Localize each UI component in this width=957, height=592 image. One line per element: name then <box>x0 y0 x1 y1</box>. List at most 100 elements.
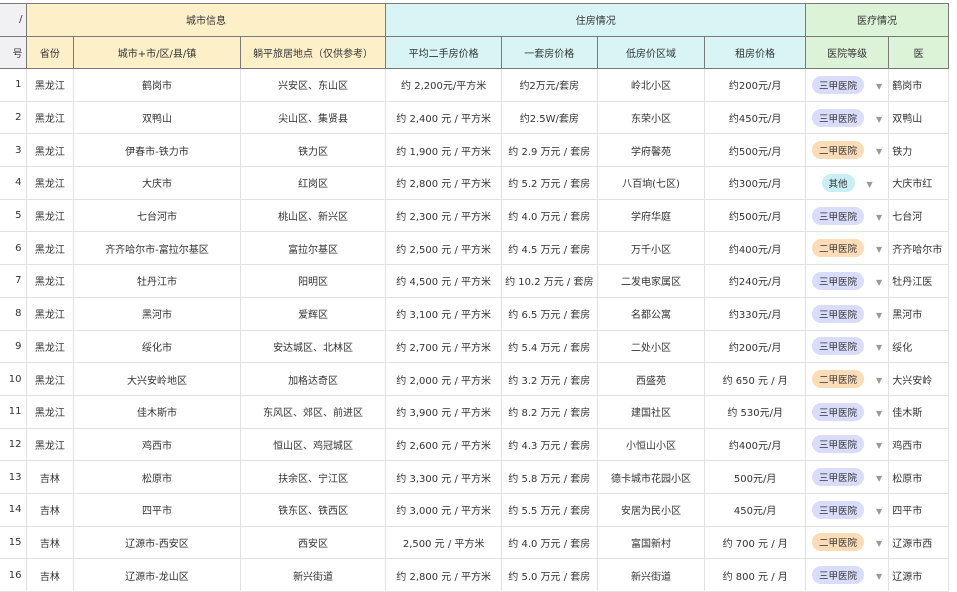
dropdown-arrow-icon[interactable]: ▼ <box>876 147 883 157</box>
dropdown-arrow-icon[interactable]: ▼ <box>876 441 883 451</box>
col-header-avg-price[interactable]: 平均二手房价格 <box>385 35 502 69</box>
dropdown-arrow-icon[interactable]: ▼ <box>876 310 883 320</box>
cell-hospital-level[interactable]: 三甲医院 ▼ <box>804 329 890 364</box>
cell-city[interactable]: 鹤岗市 <box>73 68 241 102</box>
cell-hospital[interactable]: 辽源市西 <box>888 525 949 560</box>
cell-low-price-area[interactable]: 新兴街道 <box>596 558 706 592</box>
cell-location[interactable]: 东风区、郊区、前进区 <box>239 394 387 429</box>
cell-hospital-level[interactable]: 三甲医院 ▼ <box>804 296 890 331</box>
row-index[interactable]: 15 <box>0 525 27 560</box>
cell-low-price-area[interactable]: 建国社区 <box>596 394 706 429</box>
cell-province[interactable]: 黑龙江 <box>25 394 75 429</box>
cell-hospital-level[interactable]: 二甲医院 ▼ <box>804 231 890 266</box>
cell-avg-price[interactable]: 2,500 元 / 平方米 <box>385 525 502 560</box>
row-index[interactable]: 9 <box>0 329 27 364</box>
group-medical[interactable]: 医疗情况 <box>804 3 950 37</box>
cell-city[interactable]: 大兴安岭地区 <box>73 362 241 396</box>
cell-location[interactable]: 桃山区、新兴区 <box>239 198 387 233</box>
cell-location[interactable]: 恒山区、鸡冠城区 <box>239 427 387 462</box>
cell-house-price[interactable]: 约 4.0 万元 / 套房 <box>500 198 598 233</box>
dropdown-arrow-icon[interactable]: ▼ <box>876 376 883 386</box>
cell-avg-price[interactable]: 约 2,300 元 / 平方米 <box>385 198 502 233</box>
cell-hospital-level[interactable]: 二甲医院 ▼ <box>804 362 890 396</box>
row-index[interactable]: 10 <box>0 362 27 396</box>
dropdown-arrow-icon[interactable]: ▼ <box>876 245 883 255</box>
dropdown-arrow-icon[interactable]: ▼ <box>876 539 883 549</box>
cell-hospital-level[interactable]: 三甲医院 ▼ <box>804 558 890 592</box>
cell-hospital-level[interactable]: 三甲医院 ▼ <box>804 427 890 462</box>
cell-avg-price[interactable]: 约 3,900 元 / 平方米 <box>385 394 502 429</box>
cell-city[interactable]: 齐齐哈尔市-富拉尔基区 <box>73 231 241 266</box>
cell-hospital-level[interactable]: 其他 ▼ <box>804 166 890 200</box>
row-index[interactable]: 12 <box>0 427 27 462</box>
cell-low-price-area[interactable]: 西盛苑 <box>596 362 706 396</box>
cell-low-price-area[interactable]: 学府华庭 <box>596 198 706 233</box>
cell-house-price[interactable]: 约 4.3 万元 / 套房 <box>500 427 598 462</box>
row-index[interactable]: 6 <box>0 231 27 266</box>
col-header-location[interactable]: 躺平旅居地点（仅供参考） <box>239 35 387 69</box>
cell-hospital[interactable]: 鹤岗市 <box>888 68 949 102</box>
cell-low-price-area[interactable]: 二处小区 <box>596 329 706 364</box>
cell-house-price[interactable]: 约 5.0 万元 / 套房 <box>500 558 598 592</box>
dropdown-arrow-icon[interactable]: ▼ <box>876 277 883 287</box>
cell-rent[interactable]: 450元/月 <box>704 492 806 527</box>
cell-location[interactable]: 爱辉区 <box>239 296 387 331</box>
cell-city[interactable]: 牡丹江市 <box>73 264 241 298</box>
cell-rent[interactable]: 约500元/月 <box>704 133 806 168</box>
cell-province[interactable]: 黑龙江 <box>25 68 75 102</box>
cell-city[interactable]: 七台河市 <box>73 198 241 233</box>
dropdown-arrow-icon[interactable]: ▼ <box>876 81 883 91</box>
cell-house-price[interactable]: 约 5.2 万元 / 套房 <box>500 166 598 200</box>
cell-hospital[interactable]: 鸡西市 <box>888 427 949 462</box>
col-header-city[interactable]: 城市+市/区/县/镇 <box>73 35 241 69</box>
cell-province[interactable]: 吉林 <box>25 525 75 560</box>
cell-province[interactable]: 吉林 <box>25 460 75 494</box>
col-header-province[interactable]: 省份 <box>25 35 75 69</box>
row-index[interactable]: 3 <box>0 133 27 168</box>
group-city-info[interactable]: 城市信息 <box>25 3 387 37</box>
cell-province[interactable]: 黑龙江 <box>25 166 75 200</box>
cell-house-price[interactable]: 约 2.9 万元 / 套房 <box>500 133 598 168</box>
cell-house-price[interactable]: 约 8.2 万元 / 套房 <box>500 394 598 429</box>
cell-low-price-area[interactable]: 八百垧(七区) <box>596 166 706 200</box>
cell-province[interactable]: 黑龙江 <box>25 362 75 396</box>
dropdown-arrow-icon[interactable]: ▼ <box>866 179 873 189</box>
cell-city[interactable]: 佳木斯市 <box>73 394 241 429</box>
row-index[interactable]: 16 <box>0 558 27 592</box>
cell-rent[interactable]: 约 530元/月 <box>704 394 806 429</box>
cell-location[interactable]: 扶余区、宁江区 <box>239 460 387 494</box>
cell-house-price[interactable]: 约 10.2 万元 / 套房 <box>500 264 598 298</box>
cell-hospital-level[interactable]: 二甲医院 ▼ <box>804 133 890 168</box>
group-housing[interactable]: 住房情况 <box>385 3 806 37</box>
row-index[interactable]: 2 <box>0 100 27 135</box>
cell-location[interactable]: 阳明区 <box>239 264 387 298</box>
cell-avg-price[interactable]: 约 3,300 元 / 平方米 <box>385 460 502 494</box>
cell-avg-price[interactable]: 约 2,500 元 / 平方米 <box>385 231 502 266</box>
cell-province[interactable]: 黑龙江 <box>25 296 75 331</box>
cell-hospital[interactable]: 绥化 <box>888 329 949 364</box>
cell-house-price[interactable]: 约 3.2 万元 / 套房 <box>500 362 598 396</box>
cell-location[interactable]: 兴安区、东山区 <box>239 68 387 102</box>
cell-hospital[interactable]: 齐齐哈尔市 <box>888 231 949 266</box>
cell-low-price-area[interactable]: 岭北小区 <box>596 68 706 102</box>
cell-low-price-area[interactable]: 安居为民小区 <box>596 492 706 527</box>
cell-house-price[interactable]: 约2万元/套房 <box>500 68 598 102</box>
cell-city[interactable]: 辽源市-西安区 <box>73 525 241 560</box>
row-index[interactable]: 1 <box>0 68 27 102</box>
cell-avg-price[interactable]: 约 2,800 元 / 平方米 <box>385 558 502 592</box>
cell-location[interactable]: 富拉尔基区 <box>239 231 387 266</box>
cell-house-price[interactable]: 约 4.5 万元 / 套房 <box>500 231 598 266</box>
cell-province[interactable]: 黑龙江 <box>25 198 75 233</box>
cell-location[interactable]: 西安区 <box>239 525 387 560</box>
cell-city[interactable]: 四平市 <box>73 492 241 527</box>
col-header-low-price-area[interactable]: 低房价区域 <box>596 35 706 69</box>
cell-house-price[interactable]: 约 4.0 万元 / 套房 <box>500 525 598 560</box>
cell-avg-price[interactable]: 约 2,700 元 / 平方米 <box>385 329 502 364</box>
cell-hospital[interactable]: 大兴安岭 <box>888 362 949 396</box>
cell-rent[interactable]: 约200元/月 <box>704 329 806 364</box>
cell-hospital[interactable]: 四平市 <box>888 492 949 527</box>
cell-city[interactable]: 伊春市-铁力市 <box>73 133 241 168</box>
row-index[interactable]: 14 <box>0 492 27 527</box>
cell-rent[interactable]: 约200元/月 <box>704 68 806 102</box>
cell-low-price-area[interactable]: 小恒山小区 <box>596 427 706 462</box>
